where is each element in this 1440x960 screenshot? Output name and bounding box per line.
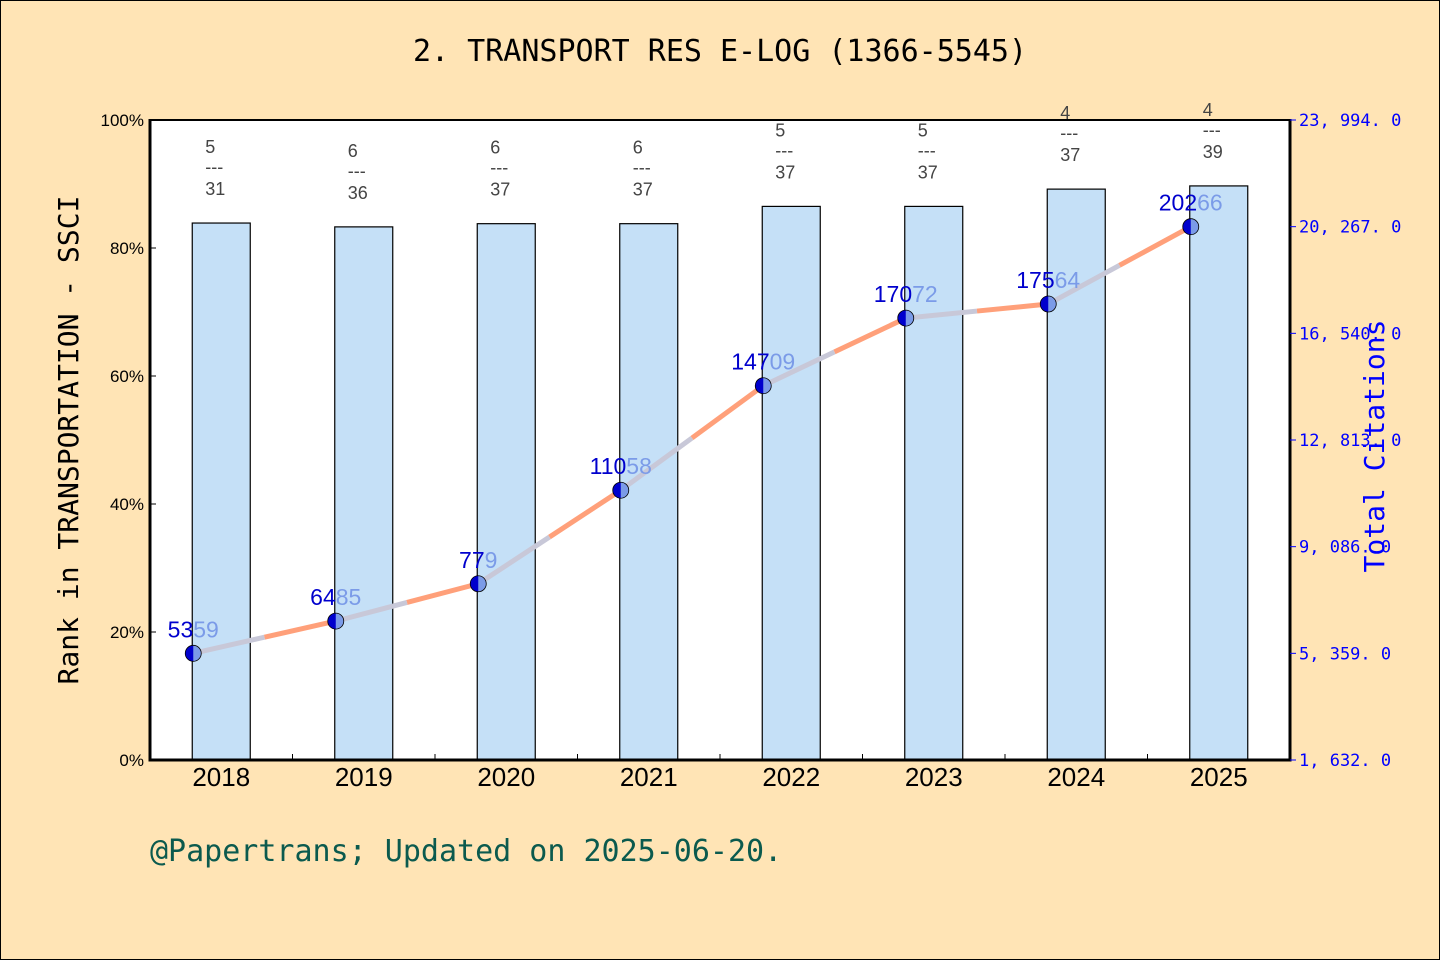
svg-text:6485: 6485: [310, 584, 361, 610]
x-tick-label: 2022: [762, 762, 820, 792]
rank-fraction: 4--- 37: [1060, 103, 1080, 165]
svg-text:4: 4: [1060, 103, 1070, 123]
citation-point: 11058: [590, 453, 652, 499]
right-tick-label: 5, 359. 0: [1299, 644, 1391, 664]
bar: [334, 226, 394, 761]
axes: 0% 20% 40% 60% 80% 100% 1, 632. 0 5, 359. 0 9, 0…: [101, 111, 1402, 792]
right-axis-label: Total Citations: [1358, 320, 1391, 573]
citation-point: 17072: [874, 281, 938, 327]
x-tick-label: 2020: [477, 762, 535, 792]
citation-point: 6485: [310, 584, 361, 630]
x-tick-label: 2023: [905, 762, 963, 792]
citation-point: 5359: [168, 616, 219, 662]
rank-fraction: 5--- 37: [918, 120, 938, 182]
svg-text:37: 37: [490, 180, 510, 200]
citation-line-series: 5359 6485 779 11058 14709 17072 17564 20266: [168, 190, 1223, 662]
svg-text:779: 779: [459, 547, 497, 573]
bar: [619, 223, 679, 761]
svg-text:37: 37: [1060, 145, 1080, 165]
right-tick-label: 9, 086. 0: [1299, 538, 1391, 558]
svg-text:5: 5: [205, 137, 215, 157]
svg-text:37: 37: [775, 162, 795, 182]
citation-point: 17564: [1016, 267, 1080, 313]
x-tick-label: 2025: [1190, 762, 1248, 792]
svg-text:6: 6: [348, 141, 358, 161]
left-tick-label: 0%: [119, 751, 144, 770]
rank-fraction: 6--- 37: [490, 138, 510, 200]
svg-text:6: 6: [633, 138, 643, 158]
right-tick-label: 1, 632. 0: [1299, 751, 1391, 771]
bar: [191, 222, 251, 761]
svg-text:---: ---: [205, 157, 223, 177]
left-tick-label: 40%: [110, 495, 144, 514]
svg-text:31: 31: [205, 179, 225, 199]
bar: [1189, 185, 1249, 761]
svg-text:---: ---: [348, 161, 366, 181]
citation-point: 779: [459, 547, 497, 593]
svg-text:4: 4: [1203, 100, 1213, 120]
x-tick-label: 2021: [620, 762, 678, 792]
svg-text:---: ---: [775, 140, 793, 160]
bar: [1046, 188, 1106, 761]
rank-fraction: 5--- 37: [775, 120, 795, 182]
right-tick-label: 16, 540. 0: [1299, 324, 1401, 344]
svg-text:39: 39: [1203, 142, 1223, 162]
left-tick-label: 60%: [110, 367, 144, 386]
svg-text:5: 5: [775, 120, 785, 140]
bar: [761, 205, 821, 761]
right-tick-label: 20, 267. 0: [1299, 218, 1401, 238]
svg-text:17564: 17564: [1016, 267, 1080, 293]
svg-text:14709: 14709: [731, 349, 795, 375]
rank-fraction: 6--- 36: [348, 141, 368, 203]
x-tick-label: 2019: [335, 762, 393, 792]
rank-fraction-labels: 5---316---366---376---375---375---374---…: [205, 100, 1223, 203]
svg-text:---: ---: [918, 140, 936, 160]
left-tick-label: 100%: [101, 111, 144, 130]
svg-text:---: ---: [1203, 120, 1221, 140]
svg-text:5359: 5359: [168, 616, 219, 642]
right-tick-label: 12, 813. 0: [1299, 431, 1401, 451]
left-tick-label: 80%: [110, 239, 144, 258]
bar: [476, 223, 536, 761]
svg-text:17072: 17072: [874, 281, 938, 307]
chart-title: 2. TRANSPORT RES E-LOG (1366-5545): [412, 34, 1028, 69]
x-tick-label: 2018: [192, 762, 250, 792]
left-axis-label: Rank in TRANSPORTATION - SSCI: [52, 196, 85, 685]
svg-text:---: ---: [490, 158, 508, 178]
citation-point: 14709: [731, 349, 795, 395]
rank-fraction: 5--- 31: [205, 137, 225, 199]
citation-point: 20266: [1159, 190, 1223, 236]
rank-fraction: 6--- 37: [633, 138, 653, 200]
rank-fraction: 4--- 39: [1203, 100, 1223, 162]
right-tick-label: 23, 994. 0: [1299, 111, 1401, 131]
plot-area: [150, 120, 1290, 760]
x-tick-label: 2024: [1047, 762, 1105, 792]
svg-text:6: 6: [490, 138, 500, 158]
svg-text:37: 37: [633, 180, 653, 200]
svg-text:---: ---: [1060, 123, 1078, 143]
left-tick-label: 20%: [110, 623, 144, 642]
svg-text:37: 37: [918, 162, 938, 182]
svg-text:5: 5: [918, 120, 928, 140]
bar-series: [191, 185, 1249, 761]
footer-credit: @Papertrans; Updated on 2025-06-20.: [150, 834, 783, 869]
svg-text:11058: 11058: [590, 453, 652, 479]
svg-text:---: ---: [633, 158, 651, 178]
svg-text:20266: 20266: [1159, 190, 1223, 216]
svg-text:36: 36: [348, 183, 368, 203]
